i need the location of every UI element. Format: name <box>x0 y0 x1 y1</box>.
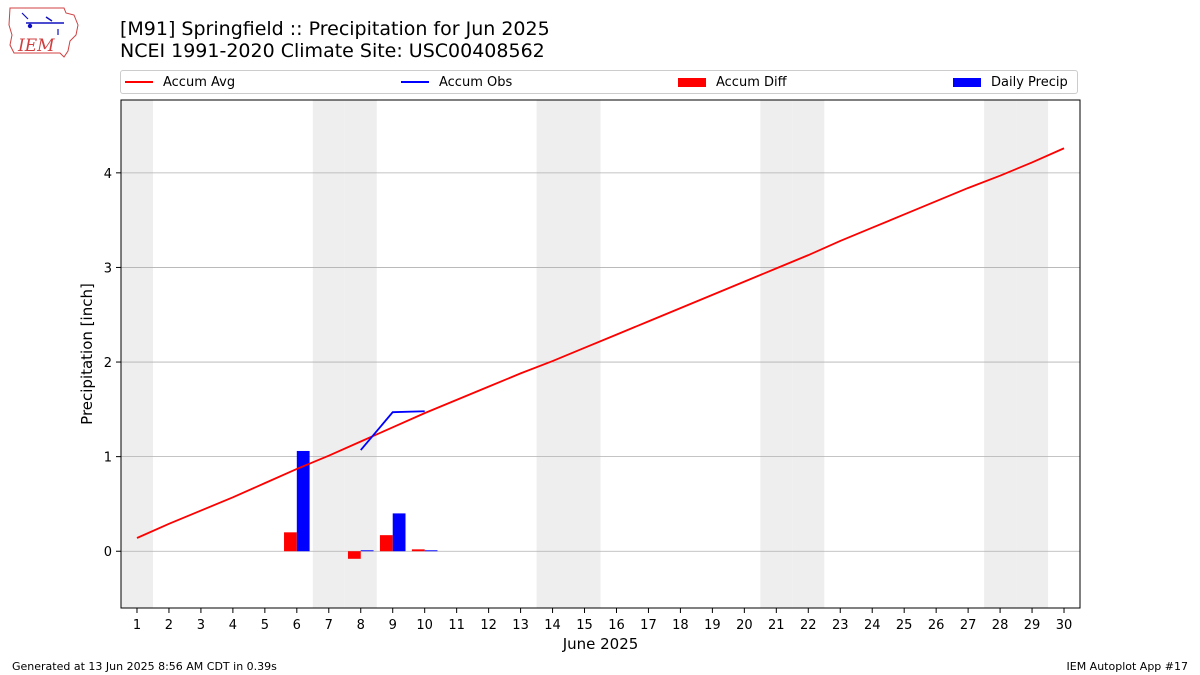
weekend-shade-day-21 <box>760 100 793 608</box>
x-tick-label-9: 9 <box>389 618 397 633</box>
legend-swatch-accum-diff <box>678 77 706 87</box>
x-tick-label-29: 29 <box>1024 618 1041 633</box>
legend-swatch-daily-precip <box>953 77 981 87</box>
daily-precip-bar-day-8 <box>360 550 374 552</box>
x-tick-label-5: 5 <box>261 618 269 633</box>
line-marks <box>136 147 1065 539</box>
x-tick-label-30: 30 <box>1056 618 1073 633</box>
y-axis-label: Precipitation [inch] <box>78 283 96 425</box>
legend-label-accum-obs: Accum Obs <box>439 74 513 90</box>
x-tick-label-4: 4 <box>229 618 237 633</box>
accum-diff-bar-day-8 <box>347 551 361 559</box>
x-tick-label-24: 24 <box>864 618 881 633</box>
x-tick-label-20: 20 <box>736 618 753 633</box>
x-tick-label-8: 8 <box>357 618 365 633</box>
y-gridlines <box>121 172 1080 552</box>
accum-obs-line <box>360 410 425 451</box>
x-tick-label-25: 25 <box>896 618 913 633</box>
weekend-shade-day-7 <box>312 100 345 608</box>
y-tick-label-2: 2 <box>104 356 112 371</box>
weekend-shade-day-29 <box>1016 100 1049 608</box>
weekend-shade-day-28 <box>984 100 1017 608</box>
legend-label-accum-diff: Accum Diff <box>716 74 787 90</box>
x-tick-label-14: 14 <box>544 618 561 633</box>
daily-precip-bar-day-9 <box>392 513 406 552</box>
x-tick-label-28: 28 <box>992 618 1009 633</box>
y-tick-label-4: 4 <box>104 167 112 182</box>
legend-label-accum-avg: Accum Avg <box>163 74 236 90</box>
x-tick-label-3: 3 <box>197 618 205 633</box>
x-tick-label-12: 12 <box>480 618 497 633</box>
x-tick-label-11: 11 <box>448 618 465 633</box>
x-tick-label-2: 2 <box>165 618 173 633</box>
x-axis-ticks: 1 2 3 4 5 6 7 8 9 10 11 12 13 14 15 16 17 18 19 20 21 22 23 24 2… <box>133 608 1072 633</box>
x-tick-label-21: 21 <box>768 618 785 633</box>
y-tick-label-1: 1 <box>104 451 112 466</box>
x-tick-label-18: 18 <box>672 618 689 633</box>
x-tick-label-22: 22 <box>800 618 817 633</box>
daily-precip-bar-day-10 <box>424 550 438 552</box>
x-tick-label-13: 13 <box>512 618 529 633</box>
iem-logo-text: IEM <box>17 36 55 56</box>
x-tick-label-6: 6 <box>293 618 301 633</box>
x-tick-label-27: 27 <box>960 618 977 633</box>
accum-avg-line <box>136 147 1065 539</box>
weekend-shade-day-15 <box>568 100 601 608</box>
accum-diff-bar-day-10 <box>411 549 425 552</box>
y-tick-label-0: 0 <box>104 545 112 560</box>
weekend-shade-day-22 <box>792 100 825 608</box>
y-axis-ticks: 0 1 2 3 4 <box>104 167 121 560</box>
footer-generated: Generated at 13 Jun 2025 8:56 AM CDT in … <box>12 660 277 673</box>
weekend-shade-day-8 <box>344 100 377 608</box>
bar-marks <box>284 450 438 559</box>
legend-swatch-accum-avg <box>125 81 153 83</box>
chart-subtitle: NCEI 1991-2020 Climate Site: USC00408562 <box>120 40 545 62</box>
x-tick-label-16: 16 <box>608 618 625 633</box>
x-axis-label: June 2025 <box>562 635 639 653</box>
x-tick-label-15: 15 <box>576 618 593 633</box>
chart-legend: Accum Avg Accum Obs Accum Diff Daily Pre… <box>120 70 1078 94</box>
x-tick-label-10: 10 <box>416 618 433 633</box>
x-tick-label-7: 7 <box>325 618 333 633</box>
x-tick-label-26: 26 <box>928 618 945 633</box>
legend-item-accum-obs: Accum Obs <box>401 71 512 93</box>
accum-diff-bar-day-6 <box>284 532 297 552</box>
legend-item-accum-avg: Accum Avg <box>125 71 235 93</box>
legend-item-accum-diff: Accum Diff <box>678 71 787 93</box>
x-tick-label-1: 1 <box>133 618 141 633</box>
legend-item-daily-precip: Daily Precip <box>953 71 1068 93</box>
weekend-shading <box>121 100 1049 608</box>
legend-swatch-accum-obs <box>401 81 429 83</box>
chart-title: [M91] Springfield :: Precipitation for J… <box>120 18 550 40</box>
x-tick-label-17: 17 <box>640 618 657 633</box>
legend-label-daily-precip: Daily Precip <box>991 74 1068 90</box>
accum-diff-bar-day-9 <box>379 535 393 552</box>
weekend-shade-day-14 <box>536 100 569 608</box>
x-tick-label-23: 23 <box>832 618 849 633</box>
x-tick-label-19: 19 <box>704 618 721 633</box>
weekend-shade-day-1 <box>121 100 153 608</box>
y-tick-label-3: 3 <box>104 261 112 276</box>
iem-logo: IEM <box>8 7 79 58</box>
daily-precip-bar-day-6 <box>296 450 310 552</box>
plot-frame <box>120 99 1081 609</box>
footer-app: IEM Autoplot App #17 <box>1066 660 1189 673</box>
